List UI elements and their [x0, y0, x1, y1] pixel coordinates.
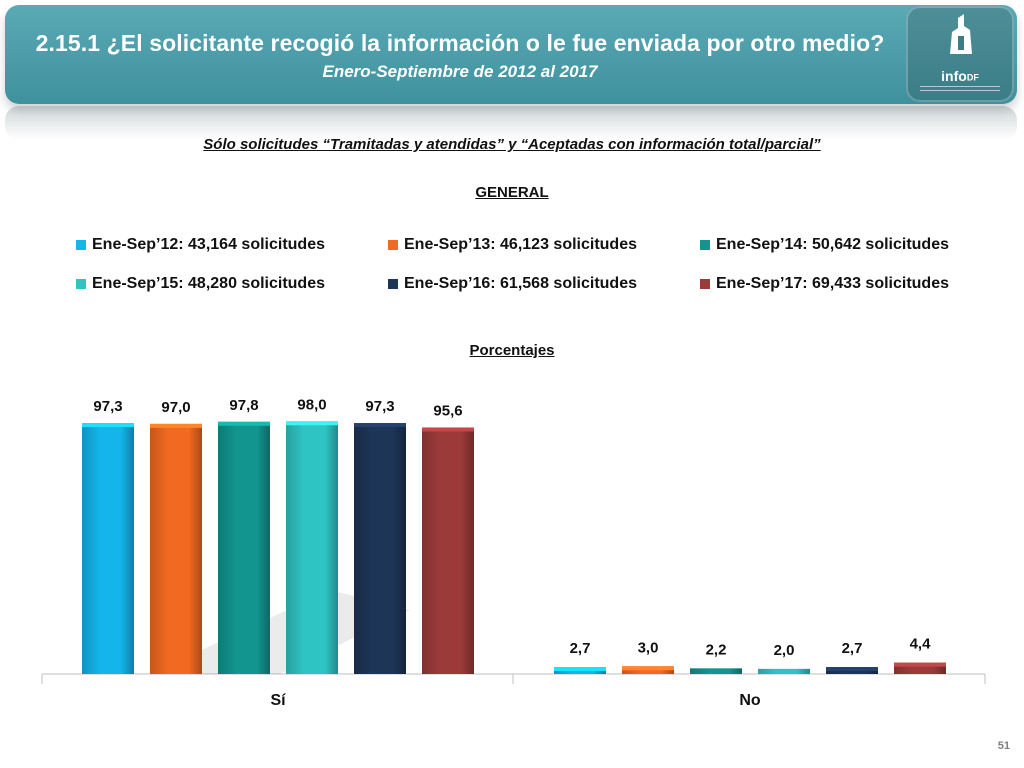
bar-cap-Sí-2012	[82, 423, 134, 428]
bar-Sí-2012	[82, 423, 134, 674]
units-label: Porcentajes	[469, 342, 555, 359]
bar-cap-Sí-2017	[422, 427, 474, 432]
data-label-No-2017: 4,4	[910, 636, 932, 653]
bar-cap-No-2017	[894, 662, 946, 667]
category-label-1: No	[739, 692, 761, 709]
bar-cap-Sí-2014	[218, 421, 270, 426]
bar-cap-No-2013	[622, 666, 674, 671]
bar-Sí-2017	[422, 427, 474, 674]
infodf-logo: infoDF	[906, 6, 1014, 102]
legend-swatch-2017	[700, 279, 710, 289]
legend-item-2015: Ene-Sep’15: 48,280 solicitudes	[76, 275, 325, 293]
bar-No-2014	[690, 668, 742, 674]
data-label-No-2013: 3,0	[638, 639, 659, 656]
data-label-No-2014: 2,2	[706, 641, 727, 658]
section-label: GENERAL	[475, 184, 549, 201]
legend-swatch-2012	[76, 240, 86, 250]
legend-item-2014: Ene-Sep’14: 50,642 solicitudes	[700, 236, 949, 254]
banner-reflection	[5, 106, 1017, 140]
legend-item-2016: Ene-Sep’16: 61,568 solicitudes	[388, 275, 637, 293]
legend-item-2013: Ene-Sep’13: 46,123 solicitudes	[388, 236, 637, 254]
bar-Sí-2014	[218, 421, 270, 674]
bar-shadow	[150, 590, 410, 674]
legend-swatch-2015	[76, 279, 86, 289]
bar-cap-Sí-2015	[286, 421, 338, 426]
data-label-No-2012: 2,7	[570, 640, 591, 657]
logo-emblem-icon	[950, 14, 972, 54]
legend-swatch-2013	[388, 240, 398, 250]
data-label-No-2015: 2,0	[774, 642, 795, 659]
page-title: 2.15.1 ¿El solicitante recogió la inform…	[35, 30, 885, 56]
data-label-Sí-2014: 97,8	[229, 397, 258, 414]
title-banner	[5, 5, 1017, 104]
legend-swatch-2016	[388, 279, 398, 289]
bar-No-2017	[894, 662, 946, 674]
data-label-Sí-2016: 97,3	[365, 398, 394, 415]
category-label-0: Sí	[270, 692, 286, 709]
chart-legend: Ene-Sep’12: 43,164 solicitudes Ene-Sep’1…	[76, 232, 976, 312]
logo-tagline-lines	[920, 86, 1000, 91]
filter-note: Sólo solicitudes “Tramitadas y atendidas…	[203, 136, 821, 153]
data-label-Sí-2012: 97,3	[93, 398, 122, 415]
bar-cap-No-2012	[554, 667, 606, 672]
page-subtitle: Enero-Septiembre de 2012 al 2017	[322, 62, 598, 81]
bar-Sí-2013	[150, 423, 202, 674]
legend-item-2017: Ene-Sep’17: 69,433 solicitudes	[700, 275, 949, 293]
page-number: 51	[997, 740, 1010, 752]
legend-item-2012: Ene-Sep’12: 43,164 solicitudes	[76, 236, 325, 254]
bar-Sí-2015	[286, 421, 338, 674]
data-label-Sí-2017: 95,6	[433, 402, 462, 419]
bar-No-2015	[758, 668, 810, 674]
data-label-Sí-2013: 97,0	[161, 399, 190, 416]
legend-swatch-2014	[700, 240, 710, 250]
data-label-Sí-2015: 98,0	[297, 396, 326, 413]
logo-wordmark: infoDF	[941, 68, 979, 84]
data-label-No-2016: 2,7	[842, 640, 863, 657]
bar-cap-Sí-2013	[150, 423, 202, 428]
bar-cap-Sí-2016	[354, 423, 406, 428]
bar-Sí-2016	[354, 423, 406, 674]
bar-cap-No-2016	[826, 667, 878, 672]
